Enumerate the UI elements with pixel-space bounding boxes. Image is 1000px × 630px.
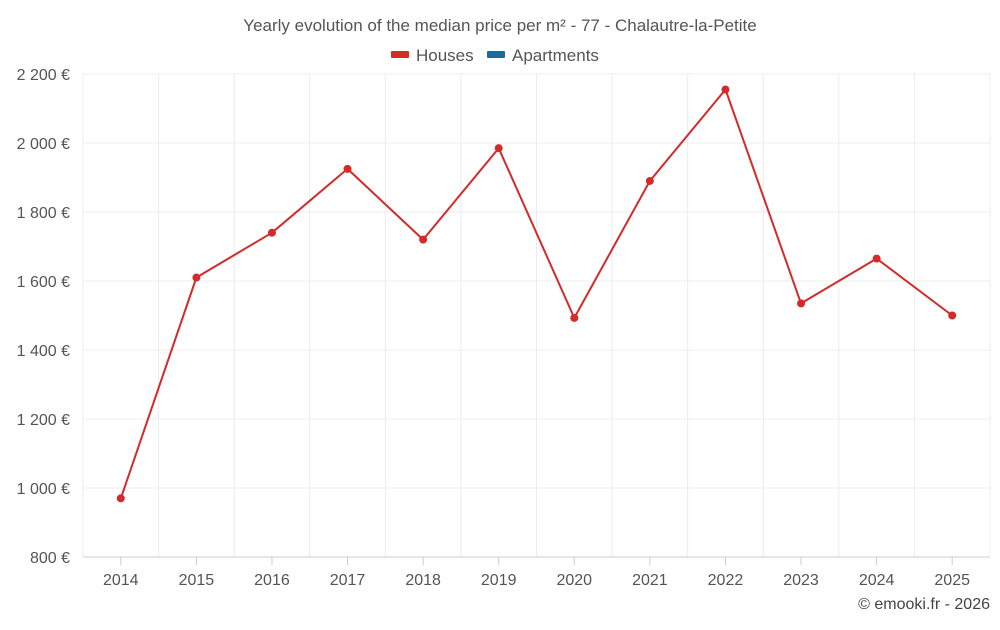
data-point-houses-2023[interactable]: [797, 299, 806, 308]
credit-text: © emooki.fr - 2026: [858, 596, 990, 613]
legend-item-houses[interactable]: Houses: [391, 46, 474, 65]
y-tick-label: 1 000 €: [17, 481, 70, 498]
y-tick-label: 2 200 €: [17, 67, 70, 84]
data-point-houses-2024[interactable]: [872, 254, 881, 263]
data-point-houses-2021[interactable]: [645, 176, 654, 185]
y-tick-label: 1 800 €: [17, 205, 70, 222]
chart-title: Yearly evolution of the median price per…: [243, 16, 756, 35]
data-point-houses-2020[interactable]: [570, 313, 579, 322]
y-axis: 800 € 1 000 € 1 200 € 1 400 € 1 600 € 1 800 €…: [17, 67, 70, 567]
y-tick-label: 1 600 €: [17, 274, 70, 291]
legend-swatch-apartments: [487, 51, 505, 58]
y-tick-label: 2 000 €: [17, 136, 70, 153]
x-tick-label-2025: 2025: [934, 572, 970, 589]
x-tick-label-2018: 2018: [405, 572, 441, 589]
x-axis: 2014 2015 2016 2017 2018 2019 2020 2021 2022 2023…: [83, 556, 990, 589]
x-tick-label-2015: 2015: [179, 572, 215, 589]
series-line-houses: [119, 88, 953, 499]
legend-label-houses: Houses: [416, 46, 474, 65]
legend: Houses Apartments: [391, 46, 599, 65]
data-point-houses-2025[interactable]: [948, 311, 957, 320]
legend-item-apartments[interactable]: Apartments: [487, 46, 599, 65]
legend-label-apartments: Apartments: [512, 46, 599, 65]
x-tick-label-2016: 2016: [254, 572, 290, 589]
x-tick-label-2023: 2023: [783, 572, 819, 589]
series-layer: [116, 85, 957, 503]
x-tick-label-2020: 2020: [556, 572, 592, 589]
y-tick-label: 1 400 €: [17, 343, 70, 360]
x-tick-label-2017: 2017: [330, 572, 366, 589]
x-tick-label-2019: 2019: [481, 572, 517, 589]
x-tick-label-2024: 2024: [859, 572, 895, 589]
data-point-houses-2022[interactable]: [721, 85, 730, 94]
data-point-houses-2014[interactable]: [116, 494, 125, 503]
x-tick-label-2022: 2022: [708, 572, 744, 589]
legend-swatch-houses: [391, 51, 409, 58]
grid: [82, 73, 991, 557]
x-tick-label-2014: 2014: [103, 572, 139, 589]
data-point-houses-2015[interactable]: [192, 273, 201, 282]
x-tick-label-2021: 2021: [632, 572, 668, 589]
data-point-houses-2017[interactable]: [343, 164, 352, 173]
data-point-houses-2019[interactable]: [494, 144, 503, 153]
y-tick-label: 1 200 €: [17, 412, 70, 429]
data-point-houses-2016[interactable]: [267, 228, 276, 237]
y-tick-label: 800 €: [30, 550, 70, 567]
data-point-houses-2018[interactable]: [419, 235, 428, 244]
